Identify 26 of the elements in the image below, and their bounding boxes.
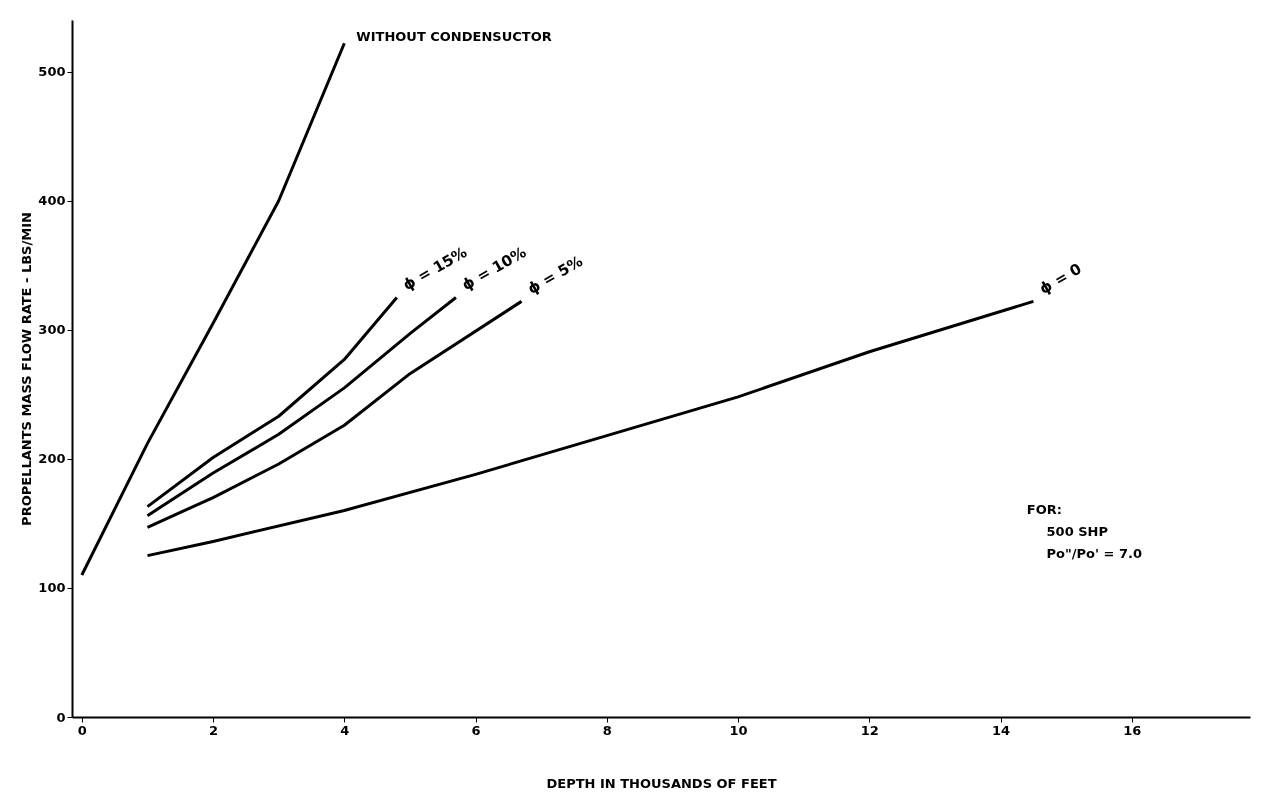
y-tick-label: 500 — [38, 64, 66, 80]
x-tick-label: 16 — [1123, 722, 1142, 738]
annotation: 500 SHP — [1046, 524, 1108, 540]
x-tick-label: 8 — [602, 722, 612, 738]
y-axis-title: PROPELLANTS MASS FLOW RATE - LBS/MIN — [19, 212, 35, 526]
series-label: WITHOUT CONDENSUCTOR — [356, 29, 552, 45]
x-tick-label: 14 — [992, 722, 1011, 738]
annotation: Po"/Po' = 7.0 — [1046, 546, 1142, 562]
line-series — [145, 299, 524, 529]
line-series — [80, 41, 346, 577]
y-tick-label: 300 — [38, 322, 66, 338]
x-tick-label: 6 — [471, 722, 481, 738]
x-tick-label: 10 — [729, 722, 748, 738]
line-series — [145, 296, 399, 509]
y-tick-label: 200 — [38, 451, 66, 467]
x-tick-label: 4 — [340, 722, 350, 738]
x-tick-label: 2 — [209, 722, 219, 738]
line-series — [145, 296, 458, 518]
y-tick-label: 100 — [38, 580, 66, 596]
x-axis-title: DEPTH IN THOUSANDS OF FEET — [546, 775, 777, 791]
y-tick-label: 400 — [38, 193, 66, 209]
x-tick-label: 0 — [77, 722, 87, 738]
annotation: FOR: — [1026, 502, 1063, 518]
x-tick-label: 12 — [860, 722, 879, 738]
y-tick-label: 0 — [56, 709, 66, 725]
text: ϕ = 0 — [1036, 259, 1085, 298]
